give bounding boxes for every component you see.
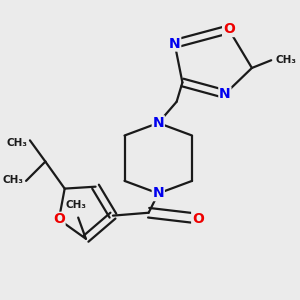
Text: N: N	[152, 186, 164, 200]
Text: CH₃: CH₃	[66, 200, 87, 210]
Text: O: O	[53, 212, 65, 226]
Text: N: N	[152, 116, 164, 130]
Text: N: N	[219, 87, 231, 101]
Text: O: O	[223, 22, 235, 36]
Text: O: O	[192, 212, 204, 226]
Text: CH₃: CH₃	[6, 138, 27, 148]
Text: N: N	[169, 37, 181, 51]
Text: CH₃: CH₃	[2, 175, 23, 185]
Text: CH₃: CH₃	[275, 55, 296, 65]
